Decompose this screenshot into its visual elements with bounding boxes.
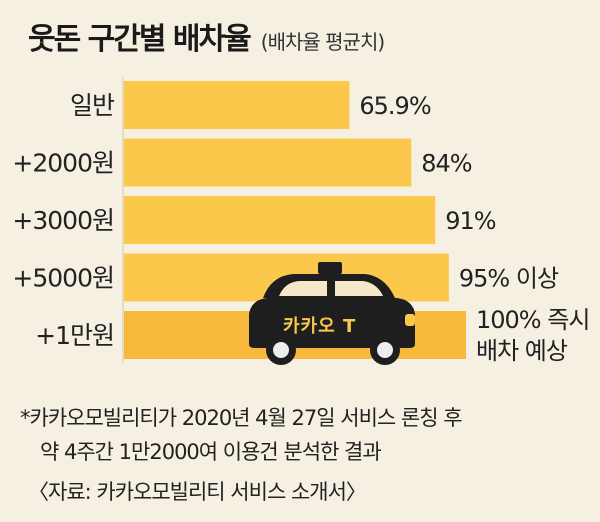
category-label-0: 일반: [70, 91, 115, 120]
value-label-4-line-1: 배차 예상: [476, 337, 568, 365]
bar-2: [124, 196, 436, 244]
category-label-2: +3000원: [12, 206, 114, 235]
bar-1: [124, 138, 412, 187]
category-label-3: +5000원: [12, 264, 114, 293]
footnote-line-2: 약 4주간 1만2000여 이용건 분석한 결과: [40, 440, 382, 464]
taxi-hub-1: [377, 342, 393, 358]
taxi-badge-text: 카카오 T: [283, 316, 356, 337]
taxi-body: [249, 298, 415, 348]
value-label-0: 65.9%: [359, 92, 430, 120]
category-label-1: +2000원: [12, 149, 114, 178]
bar-0: [124, 81, 350, 129]
title-row: 웃돈 구간별 배차율 (배차율 평균치): [28, 14, 385, 58]
taxi-hub-0: [273, 342, 289, 358]
category-label-4: +1만원: [35, 321, 114, 350]
source-note: 〈자료: 카카오모빌리티 서비스 소개서〉: [28, 480, 367, 504]
taxi-roof-sign: [318, 262, 342, 274]
value-label-3: 95% 이상: [459, 265, 559, 293]
taxi-illustration: 카카오 T: [249, 262, 415, 365]
taxi-window-front: [279, 281, 327, 296]
taxi-window-rear: [335, 281, 383, 296]
value-label-1: 84%: [421, 150, 472, 178]
bar-chart: 일반 65.9% +2000원 84% +3000원 91% +5000원 95% 이상 +1만…: [12, 77, 590, 365]
chart-subtitle: (배차율 평균치): [260, 30, 385, 54]
taxi-headlight: [405, 314, 415, 326]
chart-title: 웃돈 구간별 배차율: [28, 22, 252, 57]
value-label-2: 91%: [445, 207, 496, 235]
footnote-line-1: *카카오모빌리티가 2020년 4월 27일 서비스 론칭 후: [20, 406, 463, 430]
value-label-4-line-0: 100% 즉시: [476, 306, 589, 334]
